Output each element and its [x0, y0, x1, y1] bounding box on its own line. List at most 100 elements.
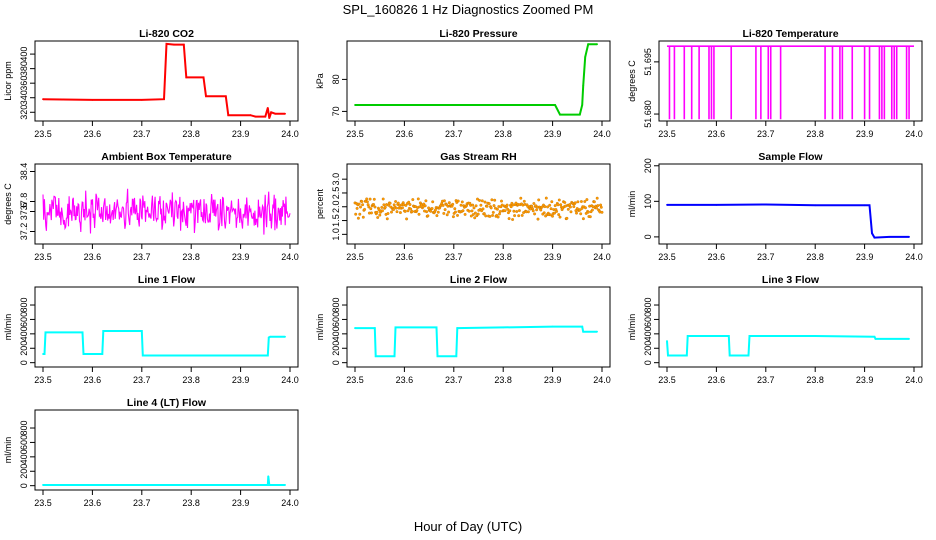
- data-point: [388, 201, 392, 205]
- data-point: [443, 208, 447, 212]
- data-point: [378, 213, 382, 217]
- x-tick-label: 23.8: [806, 375, 824, 385]
- data-point: [908, 337, 910, 340]
- data-point: [569, 210, 573, 214]
- data-point: [513, 214, 517, 218]
- data-point: [502, 326, 505, 329]
- data-point: [473, 211, 477, 215]
- x-tick-label: 23.9: [544, 252, 562, 262]
- x-tick-label: 23.8: [182, 498, 200, 508]
- data-point: [581, 104, 584, 106]
- data-point: [436, 210, 440, 214]
- data-point: [435, 214, 439, 218]
- series-line: [667, 203, 910, 239]
- data-point: [434, 208, 437, 212]
- data-point: [460, 200, 464, 204]
- data-point: [418, 205, 422, 209]
- panel-title-sample-flow: Sample Flow: [758, 151, 823, 163]
- x-tick-label: 23.5: [658, 252, 676, 262]
- data-point: [588, 215, 592, 219]
- plot-frame: [346, 163, 611, 245]
- data-point: [517, 214, 521, 218]
- data-point: [357, 202, 361, 206]
- data-point: [381, 197, 385, 201]
- y-tick-label: 100: [643, 194, 653, 209]
- y-tick-label: 360: [19, 76, 29, 91]
- panel-7: Line 2 Flow 23.5 23.6 23.7 23.8 23.9 24.0 0 2004…: [315, 274, 611, 385]
- data-point: [415, 209, 419, 212]
- data-point: [554, 104, 556, 106]
- data-point: [559, 113, 561, 116]
- y-tick-label: 0: [19, 360, 29, 365]
- data-point: [576, 200, 580, 204]
- data-point: [473, 216, 477, 220]
- data-point: [451, 202, 455, 206]
- data-point: [401, 206, 404, 210]
- data-point: [668, 354, 670, 357]
- x-tick-label: 23.5: [34, 252, 52, 262]
- data-point: [509, 205, 513, 209]
- panel-grid: Li-820 CO2 23.5 23.6 23.7 23.8 23.9 24.0 320340…: [3, 28, 923, 508]
- data-point: [407, 200, 411, 204]
- data-point: [358, 212, 362, 216]
- data-point: [365, 200, 369, 204]
- x-tick-label: 23.7: [757, 375, 775, 385]
- data-point: [42, 353, 44, 355]
- data-point: [445, 213, 449, 217]
- x-tick-label: 23.5: [34, 498, 52, 508]
- data-point: [764, 203, 767, 206]
- y-tick-label: 1.0: [331, 228, 341, 241]
- data-point: [42, 484, 44, 486]
- data-point: [590, 208, 594, 212]
- data-point: [385, 217, 389, 221]
- data-point: [572, 205, 576, 209]
- data-point: [405, 217, 409, 221]
- data-point: [459, 203, 463, 207]
- panel-8: Line 3 Flow 23.5 23.6 23.7 23.8 23.9 24.0 0 2004…: [627, 274, 923, 385]
- plot-frame: [658, 163, 923, 245]
- data-point: [42, 98, 44, 101]
- data-point: [455, 355, 458, 358]
- data-point: [467, 209, 471, 213]
- panel-title-li-820-pressure: Li-820 Pressure: [439, 28, 517, 40]
- panel-title-line-3-flow: Line 3 Flow: [762, 274, 820, 286]
- data-point: [495, 207, 499, 211]
- y-tick-label: 800: [643, 298, 653, 313]
- panel-title-li-820-co2: Li-820 CO2: [139, 28, 194, 40]
- data-point: [747, 354, 750, 357]
- x-tick-label: 23.6: [84, 498, 102, 508]
- data-point: [361, 215, 365, 219]
- data-point: [267, 475, 270, 478]
- data-point: [375, 210, 379, 214]
- panel-title-line-4-lt-flow: Line 4 (LT) Flow: [127, 397, 207, 409]
- data-point: [526, 210, 530, 214]
- data-point: [553, 211, 556, 215]
- data-point: [269, 335, 272, 338]
- data-point: [442, 199, 446, 203]
- data-point: [185, 76, 188, 79]
- data-point: [533, 212, 537, 216]
- panel-0: Li-820 CO2 23.5 23.6 23.7 23.8 23.9 24.0 320340…: [3, 28, 299, 139]
- data-point: [814, 204, 817, 207]
- data-point: [540, 205, 544, 209]
- data-point: [396, 201, 400, 205]
- y-tick-label: 320: [19, 105, 29, 120]
- x-tick-label: 23.7: [445, 129, 463, 139]
- data-point: [873, 335, 876, 338]
- y-tick-label: 400: [19, 449, 29, 464]
- data-point: [456, 199, 460, 203]
- data-point: [548, 203, 552, 207]
- y-tick-label: 0: [643, 360, 653, 365]
- y-tick-label: 2.5: [331, 187, 341, 200]
- data-point: [205, 95, 207, 98]
- x-tick-label: 23.9: [856, 375, 874, 385]
- panel-3: Ambient Box Temperature 23.5 23.6 23.7 23.8 2…: [3, 151, 299, 262]
- data-point: [522, 199, 526, 203]
- x-tick-label: 23.5: [34, 129, 52, 139]
- data-point: [370, 211, 373, 215]
- series-line: [43, 476, 286, 486]
- data-point: [539, 208, 543, 212]
- data-point: [512, 209, 516, 213]
- data-point: [409, 207, 413, 211]
